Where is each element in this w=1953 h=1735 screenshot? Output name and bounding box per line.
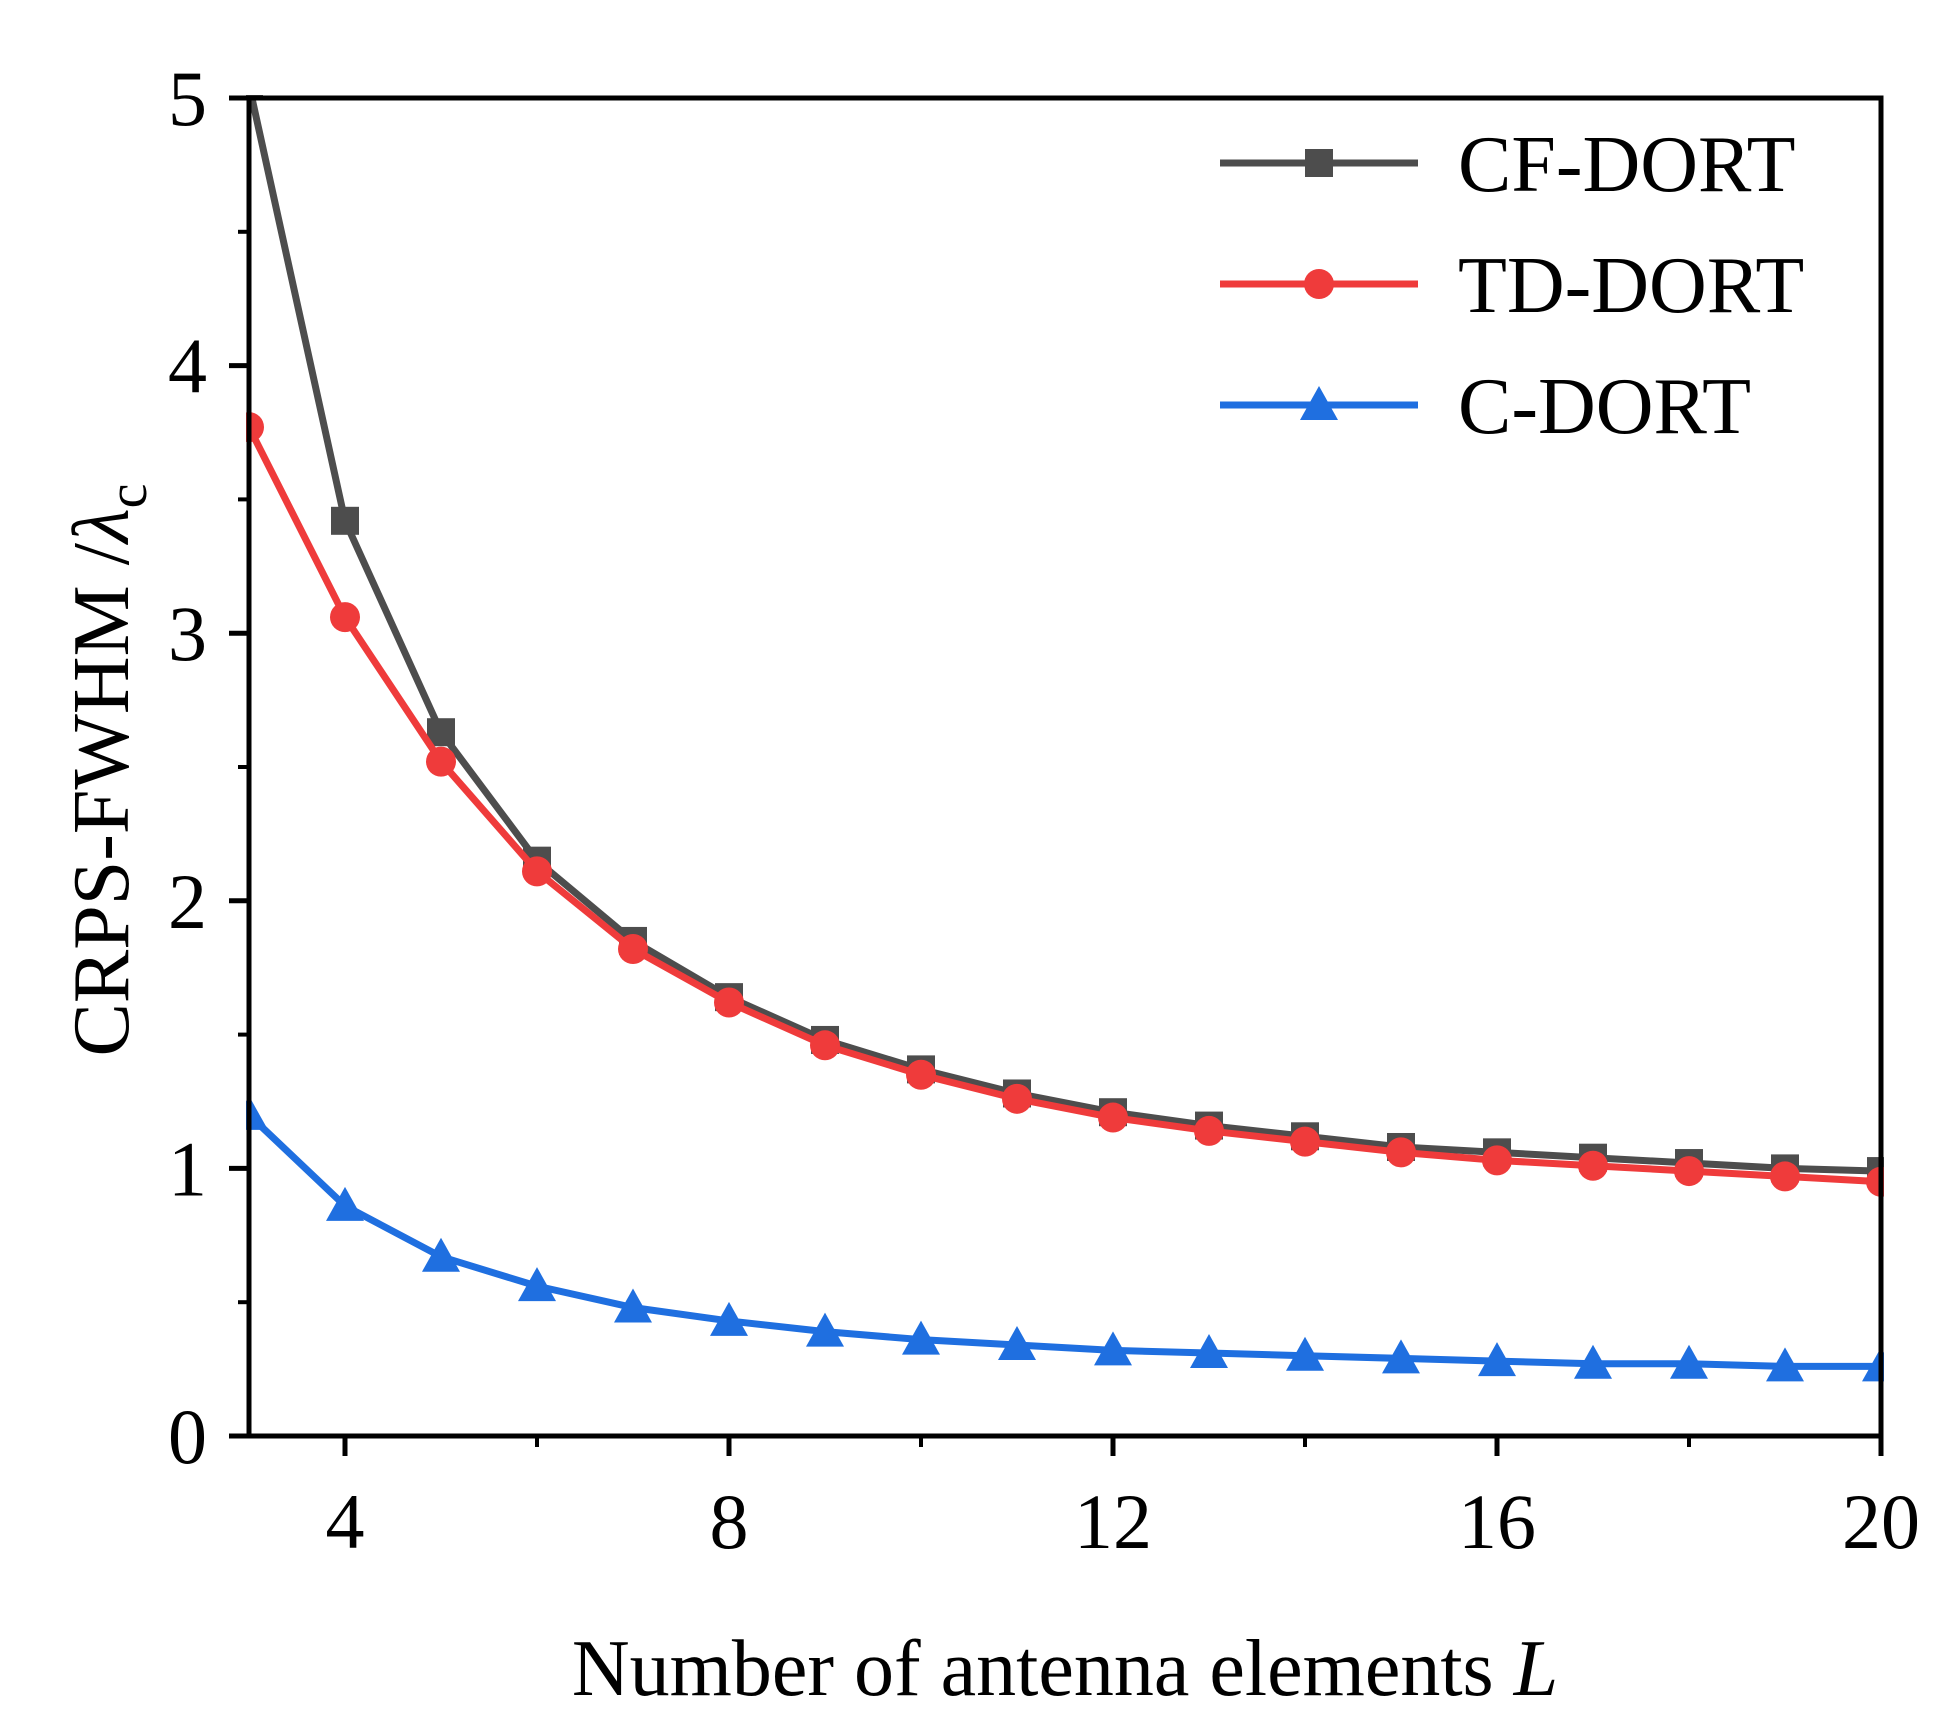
y-tick-label-1: 1	[168, 1125, 207, 1212]
point-td-dort-6	[522, 856, 552, 887]
point-c-dort-18	[1670, 1344, 1708, 1379]
ticks-layer	[229, 95, 1884, 1456]
y-tick-label-0: 0	[168, 1393, 207, 1480]
x-tick-label-12: 12	[1074, 1478, 1152, 1565]
point-cf-dort-3	[246, 95, 263, 99]
series-cf-dort	[246, 95, 1884, 1186]
point-c-dort-10	[902, 1320, 940, 1355]
point-td-dort-15	[1386, 1137, 1416, 1168]
legend-marker-c-dort	[1300, 386, 1338, 420]
point-td-dort-16	[1482, 1145, 1512, 1176]
point-td-dort-14	[1290, 1126, 1320, 1157]
point-c-dort-7	[614, 1288, 652, 1323]
series-line-c-dort	[246, 1112, 1881, 1370]
point-c-dort-12	[1094, 1331, 1132, 1366]
x-tick-label-8: 8	[710, 1478, 749, 1565]
x-tick-label-20: 20	[1842, 1478, 1920, 1565]
legend-item-td-dort: TD-DORT	[1220, 242, 1804, 330]
point-c-dort-17	[1574, 1344, 1612, 1379]
point-c-dort-11	[998, 1326, 1036, 1361]
point-td-dort-13	[1194, 1115, 1224, 1146]
point-c-dort-8	[710, 1301, 748, 1336]
point-c-dort-5	[422, 1237, 460, 1272]
legend-item-c-dort: C-DORT	[1220, 363, 1751, 451]
point-td-dort-12	[1098, 1102, 1128, 1133]
y-tick-label-3: 3	[168, 590, 207, 677]
point-td-dort-11	[1002, 1083, 1032, 1114]
series-c-dort	[246, 1095, 1884, 1382]
point-td-dort-4	[330, 602, 360, 633]
point-c-dort-19	[1766, 1347, 1804, 1382]
point-cf-dort-4	[331, 506, 359, 535]
legend-label-cf-dort: CF-DORT	[1458, 121, 1795, 209]
point-c-dort-6	[518, 1267, 556, 1302]
point-c-dort-15	[1382, 1339, 1420, 1374]
point-c-dort-14	[1286, 1336, 1324, 1371]
y-tick-label-4: 4	[168, 323, 207, 410]
legend-label-td-dort: TD-DORT	[1458, 242, 1804, 330]
y-axis-title: CRPS-FWHM /λc	[58, 484, 159, 1057]
legend-marker-td-dort	[1304, 269, 1334, 299]
x-tick-label-4: 4	[326, 1478, 365, 1565]
x-axis-title: Number of antenna elements L	[572, 1625, 1558, 1713]
point-td-dort-9	[810, 1030, 840, 1061]
point-td-dort-17	[1578, 1150, 1608, 1181]
point-td-dort-10	[906, 1059, 936, 1090]
point-td-dort-19	[1770, 1161, 1800, 1192]
series-td-dort	[246, 412, 1884, 1197]
y-tick-label-5: 5	[168, 55, 207, 142]
point-td-dort-5	[426, 746, 456, 777]
legend-item-cf-dort: CF-DORT	[1220, 121, 1795, 209]
legend-marker-cf-dort	[1305, 149, 1333, 177]
legend: CF-DORT TD-DORT C-DORT	[1220, 121, 1804, 451]
point-td-dort-7	[618, 933, 648, 964]
point-td-dort-8	[714, 987, 744, 1018]
series-line-td-dort	[246, 425, 1882, 1186]
series-line-cf-dort	[247, 95, 1882, 1175]
point-c-dort-9	[806, 1312, 844, 1347]
x-tick-label-16: 16	[1458, 1478, 1536, 1565]
point-c-dort-4	[326, 1186, 364, 1221]
point-td-dort-18	[1674, 1156, 1704, 1187]
point-c-dort-13	[1190, 1334, 1228, 1369]
legend-label-c-dort: C-DORT	[1458, 363, 1751, 451]
y-tick-label-2: 2	[168, 858, 207, 945]
point-c-dort-16	[1478, 1342, 1516, 1377]
